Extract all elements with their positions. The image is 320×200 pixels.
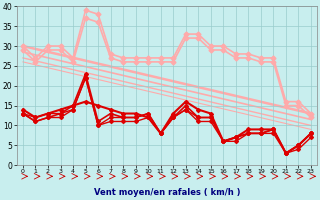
X-axis label: Vent moyen/en rafales ( km/h ): Vent moyen/en rafales ( km/h ) [94,188,240,197]
